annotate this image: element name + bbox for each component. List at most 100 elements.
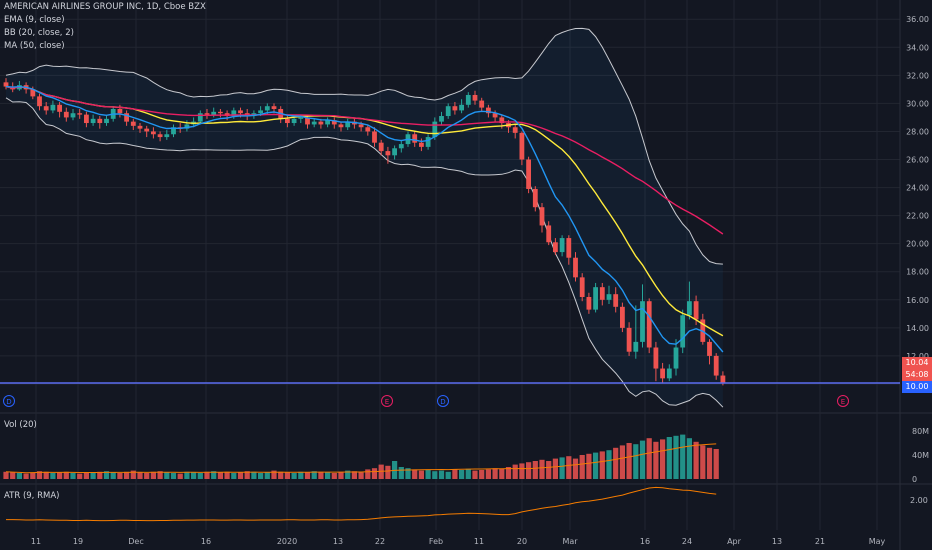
- time-tick-label: 16: [640, 537, 650, 546]
- volume-bar: [619, 445, 625, 479]
- candle-body: [707, 341, 712, 356]
- volume-bar: [90, 473, 96, 479]
- legend-ema[interactable]: EMA (9, close): [4, 15, 65, 25]
- volume-bar: [191, 472, 197, 479]
- volume-bar: [325, 472, 331, 479]
- price-tick-label: 34.00: [906, 43, 929, 52]
- candle-body: [445, 106, 451, 117]
- candle-body: [124, 113, 129, 122]
- volume-bar: [653, 441, 659, 479]
- price-tick-label: 16.00: [906, 296, 929, 305]
- volume-bar: [177, 473, 183, 479]
- bb-upper-line: [5, 27, 723, 265]
- volume-bar: [405, 468, 411, 479]
- volume-bar: [700, 445, 706, 479]
- volume-bar: [137, 472, 143, 479]
- volume-bar: [197, 473, 203, 479]
- candle-body: [298, 117, 304, 119]
- price-tick-label: 22.00: [906, 212, 929, 221]
- volume-bar: [371, 468, 378, 479]
- candle-body: [285, 118, 290, 124]
- candle-body: [57, 104, 62, 112]
- volume-bar: [77, 473, 83, 479]
- candle-body: [620, 306, 625, 328]
- candle-body: [646, 301, 652, 348]
- volume-bar: [184, 471, 190, 479]
- volume-bar: [412, 469, 418, 479]
- candle-body: [211, 111, 217, 115]
- candle-body: [305, 117, 310, 125]
- volume-bar: [231, 473, 237, 479]
- candle-body: [171, 127, 176, 135]
- legend-bb[interactable]: BB (20, close, 2): [4, 28, 74, 38]
- candle-body: [519, 132, 525, 160]
- volume-bar: [291, 473, 297, 479]
- volume-bar: [351, 471, 357, 479]
- candle-body: [586, 296, 592, 310]
- atr-line: [6, 486, 717, 522]
- volume-bar: [385, 465, 391, 479]
- volume-bar: [16, 473, 22, 479]
- ma-50-line: [5, 85, 724, 235]
- candle-body: [151, 131, 156, 135]
- volume-bar: [117, 473, 123, 479]
- volume-bar: [251, 471, 257, 479]
- time-tick-label: Feb: [429, 537, 443, 546]
- price-tick-label: 26.00: [906, 156, 929, 165]
- candle-body: [425, 137, 431, 147]
- volume-bar: [284, 472, 290, 479]
- volume-bar: [318, 471, 324, 479]
- candle-body: [606, 294, 612, 300]
- volume-bar: [438, 470, 445, 479]
- candle-body: [680, 315, 686, 348]
- time-tick-label: Apr: [727, 537, 742, 546]
- volume-bar: [579, 455, 585, 479]
- volume-bar: [224, 471, 230, 479]
- event-marker: [3, 395, 15, 407]
- candle-body: [465, 94, 471, 105]
- time-tick-label: Dec: [128, 537, 143, 546]
- legend-ma[interactable]: MA (50, close): [4, 41, 65, 51]
- candle-body: [713, 355, 719, 376]
- volume-bar: [626, 443, 632, 479]
- time-tick-label: May: [869, 537, 886, 546]
- time-tick-label: 11: [31, 537, 41, 546]
- candle-body: [492, 113, 498, 118]
- candle-body: [137, 125, 143, 129]
- candle-body: [130, 121, 136, 126]
- volume-bar: [512, 464, 518, 479]
- bollinger-bands: [5, 27, 724, 408]
- candle-body: [97, 118, 103, 124]
- volume-bar: [331, 473, 337, 479]
- candle-body: [331, 120, 337, 125]
- time-axis[interactable]: 11 19 Dec 16 2020 13 22 Feb 11 20 Mar 16 24 Apr 13 21 Ma…: [31, 537, 886, 546]
- volume-bar: [546, 461, 552, 479]
- volume-bar: [237, 472, 244, 479]
- candle-body: [30, 89, 36, 97]
- candle-body: [37, 96, 42, 107]
- volume-bar: [30, 472, 36, 479]
- volume-bar: [170, 473, 177, 479]
- symbol-title[interactable]: AMERICAN AIRLINES GROUP INC, 1D, Cboe BZ…: [4, 2, 206, 12]
- volume-bar: [660, 439, 666, 479]
- price-tick-label: 30.00: [906, 99, 929, 108]
- volume-pane-label[interactable]: Vol (20): [4, 420, 37, 430]
- price-axis[interactable]: 36.00 34.00 32.00 30.00 28.00 26.00 24.00 22.00…: [906, 15, 929, 389]
- volume-bar: [559, 457, 565, 479]
- volume-bar: [298, 471, 304, 479]
- volume-bar: [150, 471, 156, 479]
- volume-bar: [452, 469, 458, 479]
- candle-body: [3, 82, 9, 87]
- volume-bar: [505, 467, 512, 479]
- candle-body: [640, 301, 645, 342]
- candle-body: [184, 124, 190, 129]
- candle-body: [472, 94, 478, 101]
- candle-body: [325, 120, 330, 125]
- volume-bar: [418, 470, 424, 479]
- volume-bar: [639, 440, 646, 479]
- candle-body: [70, 113, 76, 118]
- atr-pane-label[interactable]: ATR (9, RMA): [4, 491, 60, 501]
- volume-bar: [63, 471, 69, 479]
- time-tick-label: 2020: [277, 537, 297, 546]
